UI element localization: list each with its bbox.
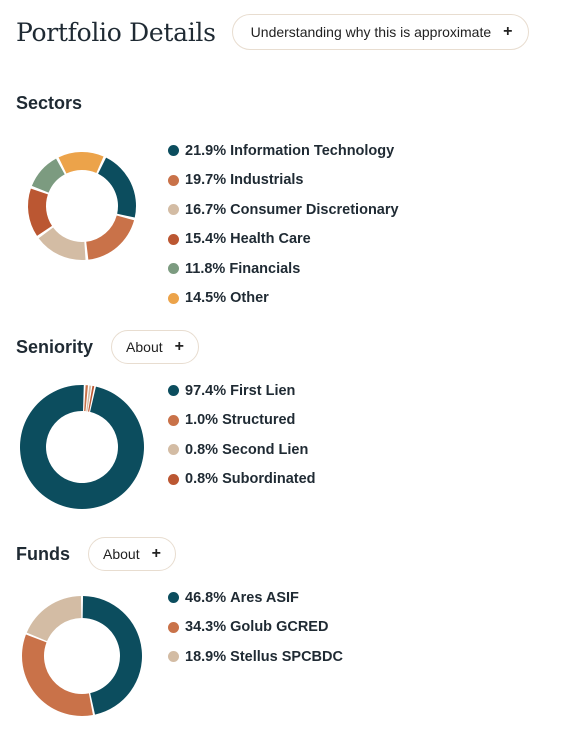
- legend-label: First Lien: [230, 382, 296, 399]
- donut-slice-structured: [84, 385, 88, 412]
- funds-header: Funds About +: [16, 537, 176, 571]
- legend-percent: 11.8%: [185, 260, 226, 277]
- legend-percent: 15.4%: [185, 231, 227, 248]
- legend-label: Structured: [222, 412, 296, 429]
- legend-color-dot: [168, 204, 179, 216]
- legend-color-dot: [168, 263, 179, 275]
- legend-percent: 97.4%: [185, 382, 227, 399]
- legend-item: 16.7% Consumer Discretionary: [168, 195, 399, 225]
- approximate-info-button[interactable]: Understanding why this is approximate +: [231, 14, 530, 50]
- sectors-donut-chart: [27, 152, 137, 260]
- donut-slice-first-lien: [19, 385, 144, 509]
- funds-about-button[interactable]: About +: [88, 537, 176, 571]
- legend-percent: 0.8%: [185, 471, 219, 488]
- legend-percent: 21.9%: [185, 142, 227, 159]
- legend-percent: 0.8%: [185, 441, 219, 458]
- legend-percent: 16.7%: [185, 201, 227, 218]
- legend-color-dot: [168, 651, 179, 663]
- donut-slice-subordinated: [88, 385, 95, 412]
- seniority-about-label: About: [126, 339, 163, 355]
- seniority-title: Seniority: [16, 336, 94, 357]
- legend-percent: 1.0%: [185, 412, 219, 429]
- header: Portfolio Details Understanding why this…: [16, 14, 530, 50]
- legend-item: 46.8% Ares ASIF: [168, 583, 343, 613]
- plus-icon: +: [503, 23, 513, 40]
- donut-slice-industrials: [86, 215, 135, 260]
- plus-icon: +: [151, 545, 161, 562]
- legend-label: Stellus SPCBDC: [230, 648, 343, 665]
- legend-item: 97.4% First Lien: [168, 376, 316, 406]
- legend-color-dot: [168, 292, 179, 304]
- legend-item: 14.5% Other: [168, 284, 399, 314]
- donut-slice-consumer-discretionary: [38, 227, 86, 260]
- funds-about-label: About: [103, 546, 140, 562]
- sectors-title: Sectors: [16, 93, 83, 113]
- donut-slice-other: [58, 152, 104, 174]
- donut-slice-information-technology: [98, 157, 137, 218]
- legend-percent: 18.9%: [185, 648, 227, 665]
- legend-color-dot: [168, 233, 179, 245]
- funds-legend: 46.8% Ares ASIF 34.3% Golub GCRED 18.9% St…: [168, 583, 343, 672]
- legend-percent: 14.5%: [185, 290, 227, 307]
- legend-color-dot: [168, 592, 179, 604]
- approximate-info-label: Understanding why this is approximate: [250, 24, 492, 40]
- legend-label: Golub GCRED: [230, 619, 329, 636]
- legend-color-dot: [168, 444, 179, 456]
- legend-color-dot: [168, 621, 179, 633]
- seniority-header: Seniority About +: [16, 330, 199, 364]
- seniority-legend: 97.4% First Lien 1.0% Structured 0.8% Seco…: [168, 376, 316, 494]
- legend-percent: 34.3%: [185, 619, 227, 636]
- legend-percent: 19.7%: [185, 172, 227, 189]
- legend-item: 0.8% Second Lien: [168, 435, 316, 465]
- seniority-donut-chart: [19, 385, 144, 509]
- legend-color-dot: [168, 414, 179, 426]
- legend-color-dot: [168, 385, 179, 397]
- legend-label: Consumer Discretionary: [230, 201, 399, 218]
- legend-item: 0.8% Subordinated: [168, 465, 316, 495]
- plus-icon: +: [174, 338, 184, 355]
- legend-color-dot: [168, 174, 179, 186]
- seniority-about-button[interactable]: About +: [111, 330, 199, 364]
- donut-slice-stellus-spcbdc: [26, 596, 82, 642]
- funds-title: Funds: [16, 543, 70, 564]
- legend-label: Second Lien: [222, 441, 309, 458]
- legend-item: 15.4% Health Care: [168, 225, 399, 255]
- legend-item: 18.9% Stellus SPCBDC: [168, 642, 343, 672]
- page-title: Portfolio Details: [16, 17, 216, 47]
- legend-label: Ares ASIF: [230, 589, 299, 606]
- legend-percent: 46.8%: [185, 589, 227, 606]
- legend-item: 1.0% Structured: [168, 406, 316, 436]
- donut-slice-golub-gcred: [21, 634, 93, 716]
- donut-slice-second-lien: [86, 385, 92, 412]
- legend-label: Financials: [229, 260, 301, 277]
- legend-item: 11.8% Financials: [168, 254, 399, 284]
- legend-label: Health Care: [230, 231, 311, 248]
- donut-slice-health-care: [27, 188, 53, 236]
- legend-color-dot: [168, 145, 179, 157]
- legend-item: 19.7% Industrials: [168, 166, 399, 196]
- legend-color-dot: [168, 473, 179, 485]
- legend-label: Subordinated: [222, 471, 316, 488]
- donut-slice-ares-asif: [82, 596, 143, 715]
- donut-slice-financials: [31, 158, 65, 193]
- legend-label: Industrials: [230, 172, 304, 189]
- legend-label: Information Technology: [230, 142, 395, 159]
- sectors-legend: 21.9% Information Technology 19.7% Indust…: [168, 136, 399, 313]
- funds-donut-chart: [21, 596, 143, 716]
- legend-item: 21.9% Information Technology: [168, 136, 399, 166]
- legend-item: 34.3% Golub GCRED: [168, 613, 343, 643]
- legend-label: Other: [230, 290, 269, 307]
